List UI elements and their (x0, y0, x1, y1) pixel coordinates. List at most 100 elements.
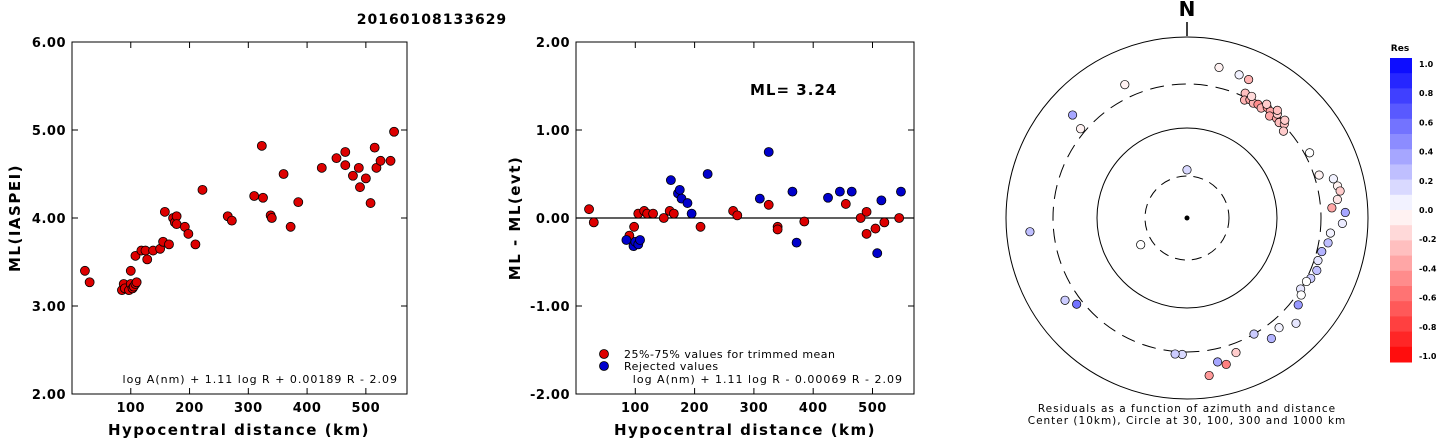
plot1-point (183, 228, 194, 239)
polar-point (1332, 194, 1342, 205)
polar-point (1337, 218, 1347, 228)
polar-point (1170, 349, 1180, 359)
plot2-point-trimmed (695, 221, 706, 232)
colorbar-band (1390, 346, 1412, 363)
polar-point (1249, 329, 1259, 339)
colorbar-band (1390, 286, 1412, 302)
plot2-y-tick-label: 2.00 (536, 36, 570, 51)
plot2-point-trimmed (855, 213, 866, 223)
plot2-point-rejected (896, 186, 906, 197)
plot1-x-tick-label: 200 (175, 401, 204, 416)
plot1-point (348, 170, 358, 181)
colorbar-band (1390, 88, 1412, 105)
polar-point (1221, 359, 1231, 369)
legend-marker-trimmed (599, 349, 609, 359)
plot2-x-ticks: 100 200 300 400 500 (621, 42, 887, 416)
epicenter-dot (1184, 215, 1190, 221)
plot1-point (256, 140, 267, 151)
plot2-point-trimmed (648, 208, 658, 219)
plot2-point-rejected (823, 192, 833, 203)
colorbar-band (1390, 149, 1412, 165)
polar-point (1214, 62, 1224, 72)
colorbar-band (1390, 58, 1412, 74)
polar-caption-line2: Center (10km), Circle at 30, 100, 300 an… (1028, 415, 1347, 427)
polar-point (1213, 357, 1223, 367)
plot1-point (159, 206, 170, 217)
polar-point (1247, 91, 1257, 101)
plot1-point (266, 213, 277, 223)
colorbar-tick-label: -1.0 (1419, 352, 1437, 361)
plot1-point (131, 277, 142, 288)
plot2-x-tick-label: 200 (680, 401, 709, 416)
colorbar-tick-label: 1.0 (1419, 60, 1434, 69)
colorbar-band (1390, 210, 1412, 226)
plot2-x-tick-label: 500 (858, 401, 887, 416)
plot2-point-trimmed (584, 204, 594, 215)
residual-vs-distance-plot: -2.00 -1.00 0.00 1.00 2.00 100 200 300 400 500 M… (506, 36, 915, 439)
plot1-point (369, 142, 380, 153)
colorbar-band (1390, 194, 1412, 211)
plot1-x-axis-label: Hypocentral distance (km) (108, 421, 370, 439)
plot1-point (340, 160, 351, 171)
polar-point (1301, 276, 1311, 287)
colorbar-tick-label: 0.4 (1419, 148, 1434, 157)
plot2-point-trimmed (894, 213, 905, 223)
polar-point (1234, 70, 1244, 80)
plot2-point-trimmed (840, 199, 851, 209)
plot1-point (365, 198, 376, 208)
plot2-point-rejected (635, 235, 645, 245)
ring-100km (1096, 127, 1278, 309)
ring-300km (1052, 83, 1322, 353)
plot1-point (258, 192, 268, 203)
polar-point (1305, 148, 1315, 158)
plot2-x-tick-label: 400 (799, 401, 828, 416)
plot2-y-axis-label: ML - ML(evt) (506, 156, 524, 280)
polar-point (1293, 300, 1303, 310)
plot1-point (125, 265, 136, 276)
plot2-point-rejected (876, 195, 887, 206)
polar-point (1072, 299, 1082, 309)
polar-point (1272, 105, 1282, 115)
polar-point (1231, 348, 1241, 358)
plot1-y-tick-label: 3.00 (32, 300, 66, 315)
plot1-point (331, 153, 342, 164)
plot2-point-rejected (665, 175, 676, 186)
polar-point (1280, 115, 1290, 125)
plot2-y-ticks: -2.00 -1.00 0.00 1.00 2.00 (530, 36, 914, 403)
plot1-point (249, 191, 260, 201)
colorbar-tick-label: 0.6 (1419, 118, 1434, 127)
plot2-point-rejected (702, 169, 713, 179)
colorbar-band (1390, 240, 1412, 257)
plot1-y-ticks: 2.00 3.00 4.00 5.00 6.00 (32, 36, 407, 403)
polar-point (1182, 165, 1192, 175)
plot2-point-trimmed (861, 228, 872, 239)
polar-point (1340, 207, 1350, 218)
plot1-point (278, 169, 289, 179)
plot1-point (80, 265, 90, 276)
plot2-formula: log A(nm) + 1.11 log R - 0.00069 R - 2.0… (633, 373, 903, 386)
colorbar-bands (1390, 58, 1412, 363)
legend-marker-rejected (599, 361, 609, 371)
colorbar-tick-label: 0.0 (1419, 206, 1434, 215)
plot1-point (285, 221, 296, 232)
plot2-y-tick-label: 1.00 (536, 124, 570, 139)
plot2-point-rejected (682, 198, 693, 208)
plot2-point-trimmed (588, 217, 599, 228)
plot2-point-trimmed (732, 210, 743, 221)
plot1-point (353, 162, 364, 173)
plot1-point (355, 182, 365, 193)
plot1-y-tick-label: 2.00 (32, 388, 66, 403)
plot2-point-rejected (674, 184, 685, 195)
polar-caption-line1: Residuals as a function of azimuth and d… (1038, 403, 1336, 415)
polar-point (1317, 247, 1327, 257)
plot2-point-trimmed (658, 213, 669, 223)
colorbar-tick-label: -0.6 (1419, 294, 1437, 303)
polar-point (1204, 370, 1214, 381)
polar-point (1278, 126, 1288, 136)
plot1-y-tick-label: 6.00 (32, 36, 66, 51)
plot1-point (226, 215, 237, 226)
polar-point (1025, 227, 1035, 237)
plot1-x-tick-label: 300 (234, 401, 263, 416)
plot1-point (142, 254, 153, 265)
polar-point (1244, 75, 1254, 85)
